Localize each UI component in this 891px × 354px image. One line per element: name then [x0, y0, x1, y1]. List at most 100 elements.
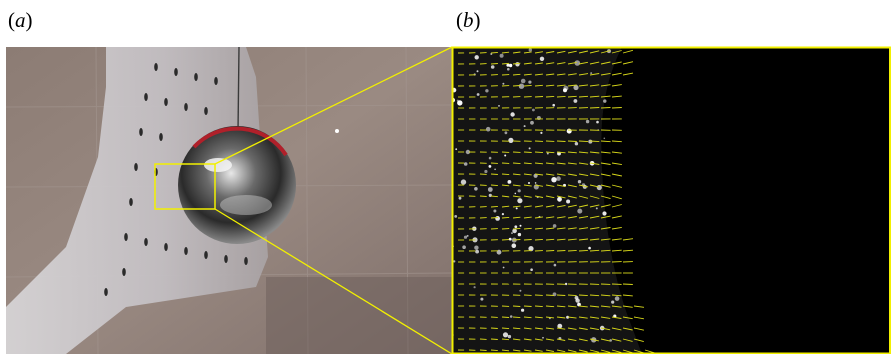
piv-vector-field — [452, 47, 891, 354]
velocity-arrow — [567, 249, 577, 252]
velocity-arrow — [545, 250, 555, 252]
tracer-particle — [506, 63, 510, 67]
tracer-particle — [540, 131, 543, 134]
velocity-arrow — [611, 107, 622, 109]
tracer-particle — [575, 298, 580, 303]
tracer-particle — [474, 187, 478, 191]
velocity-arrow — [501, 74, 510, 76]
tracer-particle — [519, 289, 522, 292]
tracer-particle — [509, 315, 513, 318]
sphere-photo — [6, 47, 452, 354]
velocity-arrow — [490, 63, 498, 65]
velocity-arrow — [512, 227, 521, 230]
tracer-particle — [517, 232, 522, 237]
tracer-particle — [501, 213, 504, 216]
tracer-particle — [588, 139, 593, 144]
tracer-particle — [508, 237, 512, 241]
tracer-particle — [603, 137, 606, 140]
tracer-particle — [488, 193, 492, 197]
tracer-particle — [490, 65, 495, 69]
tracer-particle — [528, 48, 532, 52]
tracer-particle — [542, 336, 544, 339]
velocity-arrow — [501, 162, 510, 164]
tracer-particle — [553, 263, 557, 267]
tracer-particle — [530, 268, 533, 271]
velocity-arrow — [578, 249, 588, 252]
velocity-arrow — [501, 316, 510, 318]
tracer-particle — [453, 260, 456, 263]
tracer-particle — [557, 196, 562, 202]
velocity-arrow — [556, 294, 566, 296]
velocity-arrow — [589, 140, 600, 143]
tracer-particle — [532, 108, 535, 112]
panel-label-a: (a) — [8, 8, 33, 32]
tracer-particle — [551, 177, 557, 183]
tracer-particle — [585, 119, 590, 124]
tracer-particle — [495, 216, 500, 221]
tracer-particle — [552, 224, 557, 228]
velocity-arrow — [523, 151, 532, 153]
velocity-arrow — [545, 95, 555, 98]
velocity-arrow — [490, 173, 498, 175]
velocity-arrow — [512, 162, 521, 165]
tracer-particle — [514, 192, 517, 195]
tracer-particle — [520, 78, 526, 84]
tracer-particle — [590, 72, 593, 75]
tracer-particle — [502, 266, 505, 269]
tracer-particle — [454, 215, 458, 218]
tracer-particle — [518, 83, 525, 89]
tracer-particle — [508, 63, 513, 68]
velocity-arrow — [479, 349, 487, 351]
tracer-particle — [515, 62, 520, 67]
tracer-particle — [507, 180, 512, 184]
tracer-particle — [517, 189, 521, 193]
tracer-particle — [519, 224, 522, 227]
tracer-particle — [473, 286, 476, 289]
tracer-particle — [488, 156, 492, 160]
tracer-particle — [596, 184, 602, 191]
velocity-arrow — [512, 239, 521, 241]
tracer-particle — [458, 196, 462, 200]
tracer-particle — [507, 334, 512, 339]
tracer-particle — [611, 300, 615, 304]
tracer-particle — [475, 249, 479, 254]
velocity-arrow — [490, 205, 498, 208]
tracer-particle — [498, 105, 500, 107]
velocity-arrow — [534, 238, 543, 241]
velocity-arrow — [512, 316, 521, 319]
tracer-particle — [552, 103, 555, 107]
tracer-particle — [546, 152, 549, 155]
tracer-particle — [504, 154, 507, 157]
tracer-particle — [566, 199, 571, 204]
tracer-particle — [466, 234, 469, 237]
tracer-particle — [484, 169, 488, 174]
tracer-particle — [510, 112, 515, 117]
tracer-particle — [456, 99, 459, 102]
velocity-arrow — [501, 216, 510, 219]
tracer-particle — [515, 207, 518, 210]
velocity-arrow — [490, 349, 498, 352]
tracer-particle — [474, 245, 479, 250]
velocity-arrow — [490, 51, 498, 54]
tracer-particle — [563, 88, 567, 93]
tracer-particle — [511, 232, 513, 235]
velocity-arrow — [490, 184, 498, 187]
tracer-particle — [507, 67, 510, 71]
tracer-particle — [514, 225, 518, 229]
panel-label-b: (b) — [456, 8, 481, 32]
velocity-arrow — [490, 327, 498, 329]
velocity-arrow — [578, 294, 588, 297]
velocity-arrow — [567, 294, 577, 297]
sphere-photo-svg — [6, 47, 452, 354]
tracer-particle — [528, 80, 532, 84]
tracer-particle — [502, 332, 509, 338]
tracer-particle — [485, 89, 489, 93]
velocity-arrow — [534, 96, 544, 98]
tracer-particle — [476, 70, 479, 73]
tracer-particle — [463, 162, 468, 166]
velocity-arrow — [534, 151, 544, 154]
tracer-particle — [488, 165, 492, 168]
tracer-particle — [588, 246, 591, 250]
velocity-arrow — [479, 195, 487, 197]
piv-vector-field-svg — [452, 47, 891, 354]
